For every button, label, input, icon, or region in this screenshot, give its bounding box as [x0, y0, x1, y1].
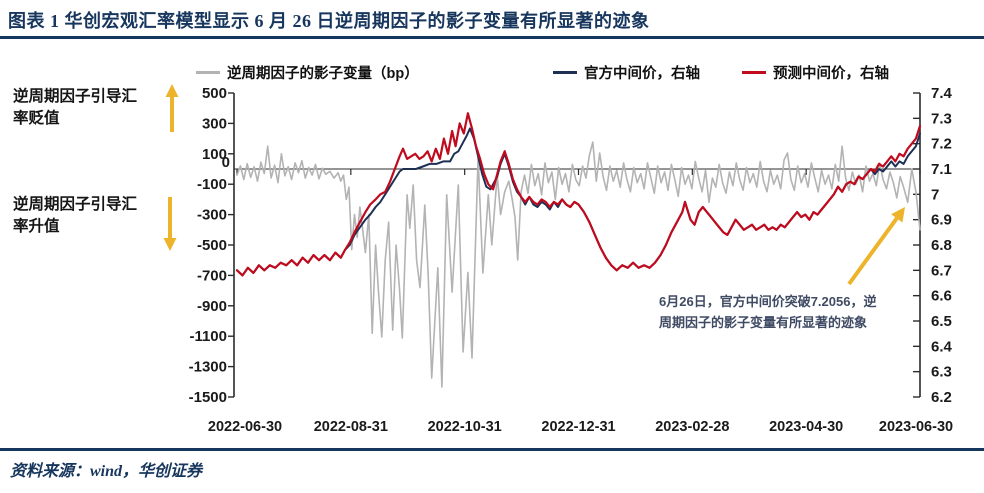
legend-item-shadow-variable: 逆周期因子的影子变量（bp）: [196, 62, 419, 83]
svg-text:7: 7: [931, 186, 939, 203]
svg-text:-300: -300: [197, 207, 227, 224]
gold-arrows: [163, 84, 905, 286]
svg-text:2022-12-31: 2022-12-31: [541, 419, 615, 435]
svg-text:6.2: 6.2: [931, 389, 952, 406]
series-left: [236, 141, 921, 388]
red-line-swatch-icon: [742, 70, 766, 75]
footer-divider: [0, 448, 984, 451]
svg-text:6.8: 6.8: [931, 237, 952, 254]
source-note: 资料来源：wind，华创证券: [10, 463, 203, 480]
axes: [228, 92, 921, 398]
svg-text:6.5: 6.5: [931, 313, 952, 330]
axis-labels: 500 300 100 -100 -300 -500 -700 -900 -1100 -1300 -…: [189, 85, 953, 435]
svg-text:500: 500: [202, 85, 227, 102]
svg-text:2023-02-28: 2023-02-28: [655, 419, 729, 435]
svg-text:7.4: 7.4: [931, 85, 953, 102]
header-divider: [0, 36, 984, 39]
svg-text:100: 100: [202, 146, 227, 163]
svg-text:7.3: 7.3: [931, 110, 952, 127]
svg-text:2023-06-30: 2023-06-30: [879, 419, 953, 435]
svg-text:2023-04-30: 2023-04-30: [769, 419, 843, 435]
chart-annotation-text: 6月26日，官方中间价突破7.2056，逆 周期因子的影子变量有所显著的迹象: [659, 294, 877, 330]
svg-text:7.2: 7.2: [931, 136, 952, 153]
gray-line-swatch-icon: [196, 70, 220, 75]
svg-text:6.6: 6.6: [931, 288, 952, 305]
svg-text:-1300: -1300: [189, 359, 227, 376]
svg-text:-900: -900: [197, 298, 227, 315]
figure-title: 图表 1 华创宏观汇率模型显示 6 月 26 日逆周期因子的影子变量有所显著的迹…: [8, 11, 650, 31]
svg-text:-100: -100: [197, 176, 227, 193]
svg-text:300: 300: [202, 115, 227, 132]
svg-text:6.7: 6.7: [931, 262, 952, 279]
left-note-appreciation: 逆周期因子引导汇 率升值: [13, 196, 138, 235]
svg-text:6.9: 6.9: [931, 212, 952, 229]
blue-line-swatch-icon: [553, 70, 577, 75]
svg-text:-500: -500: [197, 237, 227, 254]
chart-canvas: 500 300 100 -100 -300 -500 -700 -900 -1100 -1300 -…: [163, 84, 953, 435]
svg-text:2022-08-31: 2022-08-31: [314, 419, 388, 435]
series-right: [235, 112, 922, 277]
series-right: [236, 127, 921, 277]
legend-item-predicted-midpoint: 预测中间价，右轴: [742, 62, 889, 83]
series-lines: [235, 112, 922, 388]
svg-text:2022-10-31: 2022-10-31: [428, 419, 502, 435]
svg-text:6.3: 6.3: [931, 364, 952, 381]
svg-text:6.4: 6.4: [931, 338, 953, 355]
svg-text:2022-06-30: 2022-06-30: [208, 419, 282, 435]
chart-legend: 逆周期因子的影子变量（bp） 官方中间价，右轴 预测中间价，右轴: [0, 62, 984, 84]
svg-text:0: 0: [222, 154, 230, 171]
svg-text:-1500: -1500: [189, 389, 227, 406]
svg-text:-1100: -1100: [189, 328, 227, 345]
svg-text:-700: -700: [197, 267, 227, 284]
left-note-depreciation: 逆周期因子引导汇 率贬值: [13, 88, 138, 127]
legend-item-official-midpoint: 官方中间价，右轴: [553, 62, 700, 83]
svg-text:7.1: 7.1: [931, 161, 952, 178]
